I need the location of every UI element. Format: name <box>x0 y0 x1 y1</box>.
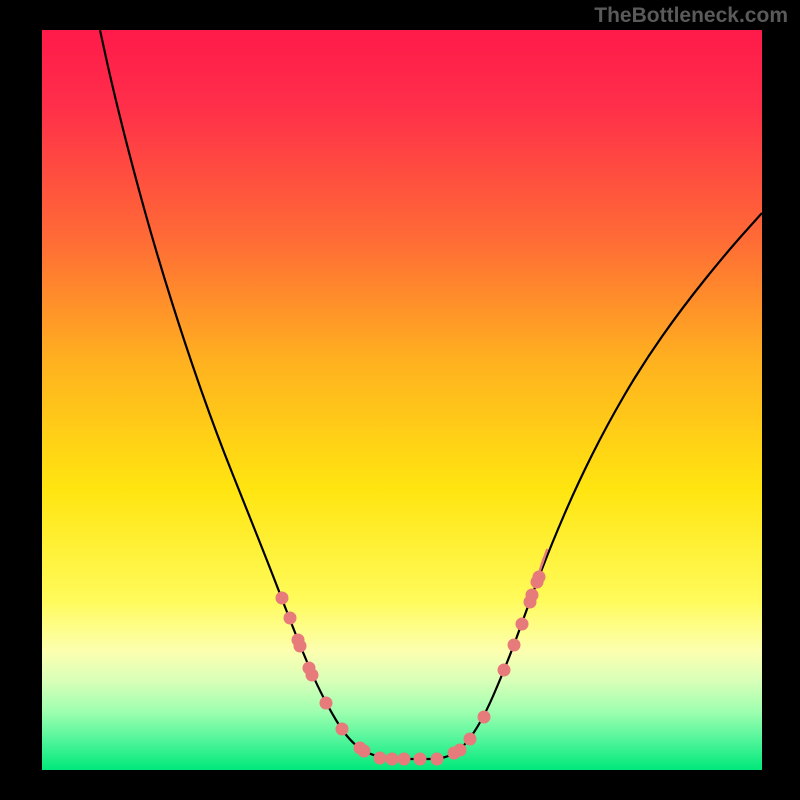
data-marker <box>374 752 387 765</box>
data-marker <box>431 753 444 766</box>
data-marker <box>336 723 349 736</box>
data-marker <box>414 753 427 766</box>
data-marker <box>386 753 399 766</box>
data-marker <box>464 733 477 746</box>
chart-svg <box>42 30 762 770</box>
gradient-background <box>42 30 762 770</box>
data-marker <box>284 612 297 625</box>
data-marker <box>294 640 307 653</box>
data-marker <box>358 745 371 758</box>
data-marker <box>454 744 467 757</box>
data-marker <box>478 711 491 724</box>
data-marker <box>526 589 539 602</box>
data-marker <box>516 618 529 631</box>
watermark-text: TheBottleneck.com <box>594 4 788 28</box>
data-marker <box>398 753 411 766</box>
data-marker <box>306 669 319 682</box>
data-marker <box>498 664 511 677</box>
data-marker <box>533 571 546 584</box>
data-marker <box>508 639 521 652</box>
plot-area <box>42 30 762 770</box>
data-marker <box>276 592 289 605</box>
data-marker <box>320 697 333 710</box>
